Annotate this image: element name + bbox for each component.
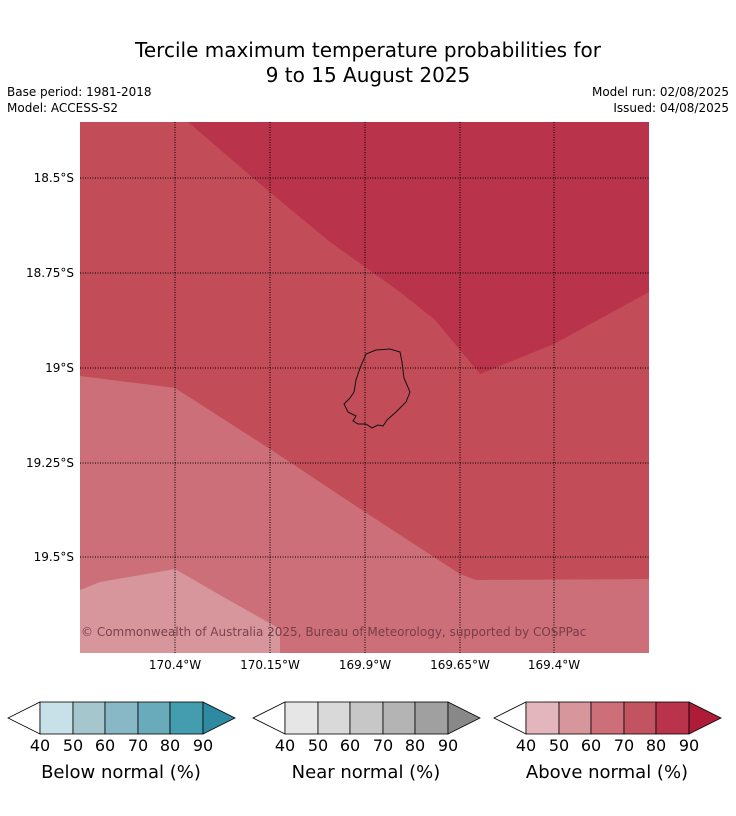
colorbar-label-near: Near normal (%) — [291, 762, 441, 783]
colorbar-segment — [349, 701, 384, 735]
copyright-notice: © Commonwealth of Australia 2025, Bureau… — [81, 625, 587, 639]
colorbar-segment — [104, 701, 139, 735]
colorbar-tick: 40 — [515, 736, 537, 755]
title-line-1: Tercile maximum temperature probabilitie… — [135, 38, 601, 62]
graticule — [80, 122, 649, 653]
lon-tick: 169.4°W — [527, 658, 581, 672]
colorbar-tick: 90 — [192, 736, 214, 755]
colorbar-tick: 70 — [127, 736, 149, 755]
colorbar-tick: 70 — [613, 736, 635, 755]
region-above-50-60 — [80, 569, 280, 653]
colorbar-segment — [252, 701, 286, 735]
map-title: Tercile maximum temperature probabilitie… — [0, 38, 736, 88]
lon-tick: 169.9°W — [338, 658, 392, 672]
colorbar-segment — [317, 701, 351, 735]
title-line-2: 9 to 15 August 2025 — [265, 63, 471, 87]
meta-left: Base period: 1981-2018 Model: ACCESS-S2 — [7, 84, 152, 116]
base-period: Base period: 1981-2018 — [7, 85, 152, 99]
lat-tick: 18.75°S — [26, 266, 74, 280]
colorbar-tick: 50 — [62, 736, 84, 755]
colorbar-segment — [169, 701, 204, 735]
region-above-80-90 — [188, 122, 649, 374]
colorbar-label-below: Below normal (%) — [41, 762, 201, 783]
colorbar-tick: 80 — [159, 736, 181, 755]
colorbar-segment — [623, 701, 657, 735]
colorbar-segment — [414, 701, 449, 735]
colorbar-tick: 40 — [29, 736, 51, 755]
colorbar-tick: 50 — [307, 736, 329, 755]
colorbar-segment — [447, 701, 481, 735]
lat-tick: 19°S — [45, 361, 74, 375]
colorbar-segment — [655, 701, 690, 735]
model-name: Model: ACCESS-S2 — [7, 101, 119, 115]
lon-tick: 169.65°W — [430, 658, 490, 672]
colorbar-tick: 80 — [404, 736, 426, 755]
probability-map — [80, 122, 649, 653]
colorbar-segment — [558, 701, 592, 735]
lat-tick: 19.5°S — [33, 550, 74, 564]
colorbar-below-normal — [7, 701, 236, 735]
lat-tick: 18.5°S — [33, 171, 74, 185]
colorbar-tick: 90 — [437, 736, 459, 755]
colorbar-near-normal — [252, 701, 481, 735]
colorbar-tick: 90 — [678, 736, 700, 755]
lon-tick: 170.4°W — [148, 658, 202, 672]
colorbar-tick: 80 — [645, 736, 667, 755]
niue-island-outline — [343, 348, 411, 429]
issued-date: Issued: 04/08/2025 — [613, 101, 729, 115]
colorbar-tick: 50 — [548, 736, 570, 755]
colorbar-segment — [72, 701, 106, 735]
lon-tick: 170.15°W — [240, 658, 300, 672]
meta-right: Model run: 02/08/2025 Issued: 04/08/2025 — [592, 84, 729, 116]
colorbar-segment — [688, 701, 722, 735]
colorbar-tick: 60 — [580, 736, 602, 755]
colorbar-segment — [202, 701, 236, 735]
colorbar-segment — [525, 701, 560, 735]
colorbar-label-above: Above normal (%) — [525, 762, 689, 783]
colorbar-segment — [7, 701, 41, 735]
colorbar-tick: 40 — [274, 736, 296, 755]
lat-tick: 19.25°S — [26, 456, 74, 470]
model-run: Model run: 02/08/2025 — [591, 85, 729, 99]
colorbar-tick: 70 — [372, 736, 394, 755]
colorbar-tick: 60 — [94, 736, 116, 755]
colorbar-segment — [39, 701, 74, 735]
colorbar-segment — [493, 701, 527, 735]
colorbar-segment — [382, 701, 416, 735]
colorbar-above-normal — [493, 701, 722, 735]
colorbar-tick: 60 — [339, 736, 361, 755]
colorbar-segment — [284, 701, 319, 735]
colorbar-segment — [137, 701, 171, 735]
colorbar-segment — [590, 701, 625, 735]
